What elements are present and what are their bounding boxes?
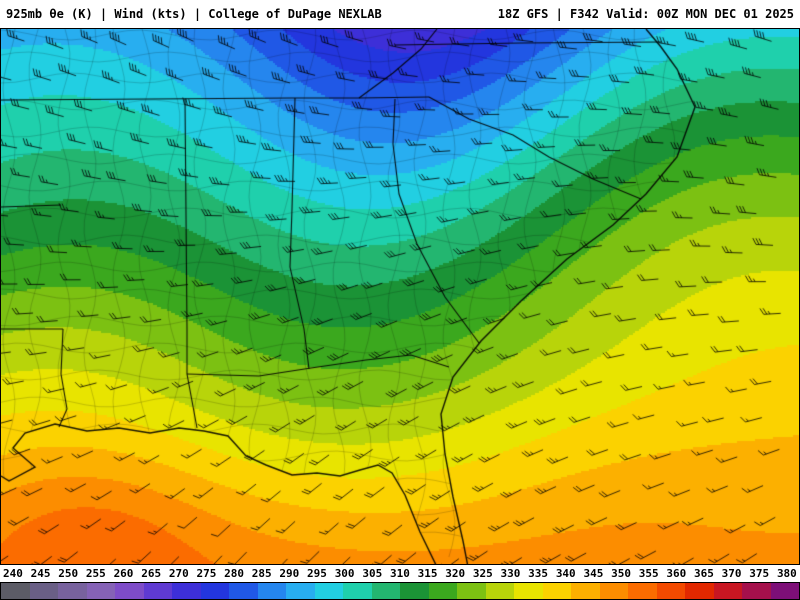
colorbar-tick-label: 375	[749, 567, 770, 580]
colorbar-tick-label: 340	[555, 567, 576, 580]
colorbar-tick-labels: 240 245 250 255 260 265 270 275 280 285 290 295 300 3…	[0, 565, 800, 582]
colorbar-tick-label: 270	[168, 567, 189, 580]
colorbar-tick-label: 240	[3, 567, 23, 580]
colorbar-tick-label: 325	[472, 567, 493, 580]
colorbar-tick-label: 255	[85, 567, 106, 580]
colorbar-cell	[286, 583, 315, 599]
colorbar-tick-label: 260	[113, 567, 134, 580]
colorbar-tick-label: 265	[141, 567, 162, 580]
colorbar-cell	[742, 583, 771, 599]
colorbar-cell	[29, 583, 58, 599]
map-panel	[0, 28, 800, 565]
colorbar-tick-label: 355	[638, 567, 659, 580]
colorbar-cell	[770, 583, 799, 599]
colorbar-tick-label: 360	[666, 567, 687, 580]
colorbar-cell	[257, 583, 286, 599]
colorbar-tick-label: 380	[776, 567, 797, 580]
colorbar-tick-label: 315	[417, 567, 438, 580]
colorbar-tick-label: 350	[611, 567, 631, 580]
colorbar-cell	[514, 583, 543, 599]
colorbar-cell	[599, 583, 628, 599]
colorbar-cell	[229, 583, 258, 599]
colorbar-cell	[172, 583, 201, 599]
colorbar-tick-label: 295	[307, 567, 327, 580]
colorbar-tick-label: 280	[224, 567, 244, 580]
colorbar-tick-label: 250	[58, 567, 79, 580]
colorbar-tick-label: 305	[362, 567, 383, 580]
colorbar-cell	[656, 583, 685, 599]
colorbar-cell	[86, 583, 115, 599]
colorbar-tick-label: 370	[721, 567, 742, 580]
colorbar-cell	[428, 583, 457, 599]
colorbar-cell	[542, 583, 571, 599]
colorbar-cell	[200, 583, 229, 599]
colorbar-cell	[58, 583, 87, 599]
colorbar-tick-label: 335	[528, 567, 549, 580]
model-run-valid-time: 18Z GFS | F342 Valid: 00Z MON DEC 01 202…	[497, 7, 794, 21]
colorbar-cell	[115, 583, 144, 599]
colorbar-cell	[1, 583, 30, 599]
colorbar-cell	[371, 583, 400, 599]
colorbar-tick-label: 290	[279, 567, 300, 580]
colorbar-cell	[400, 583, 429, 599]
colorbar-cell	[343, 583, 372, 599]
product-title: 925mb θe (K) | Wind (kts) | College of D…	[6, 7, 382, 21]
weather-map-canvas	[1, 29, 799, 564]
colorbar-tick-label: 300	[334, 567, 355, 580]
colorbar-cell	[314, 583, 343, 599]
colorbar-cell	[713, 583, 742, 599]
colorbar-cell	[571, 583, 600, 599]
colorbar-tick-label: 275	[196, 567, 217, 580]
colorbar-tick-label: 320	[445, 567, 466, 580]
colorbar-tick-label: 285	[251, 567, 272, 580]
colorbar-tick-label: 345	[583, 567, 604, 580]
colorbar-cell	[685, 583, 714, 599]
colorbar-cell	[143, 583, 172, 599]
colorbar	[0, 582, 800, 600]
colorbar-tick-label: 330	[500, 567, 521, 580]
colorbar-cell	[485, 583, 514, 599]
colorbar-cell	[628, 583, 657, 599]
colorbar-tick-label: 310	[389, 567, 410, 580]
colorbar-tick-label: 245	[30, 567, 51, 580]
title-bar: 925mb θe (K) | Wind (kts) | College of D…	[0, 0, 800, 28]
colorbar-cell	[457, 583, 486, 599]
colorbar-tick-label: 365	[694, 567, 714, 580]
